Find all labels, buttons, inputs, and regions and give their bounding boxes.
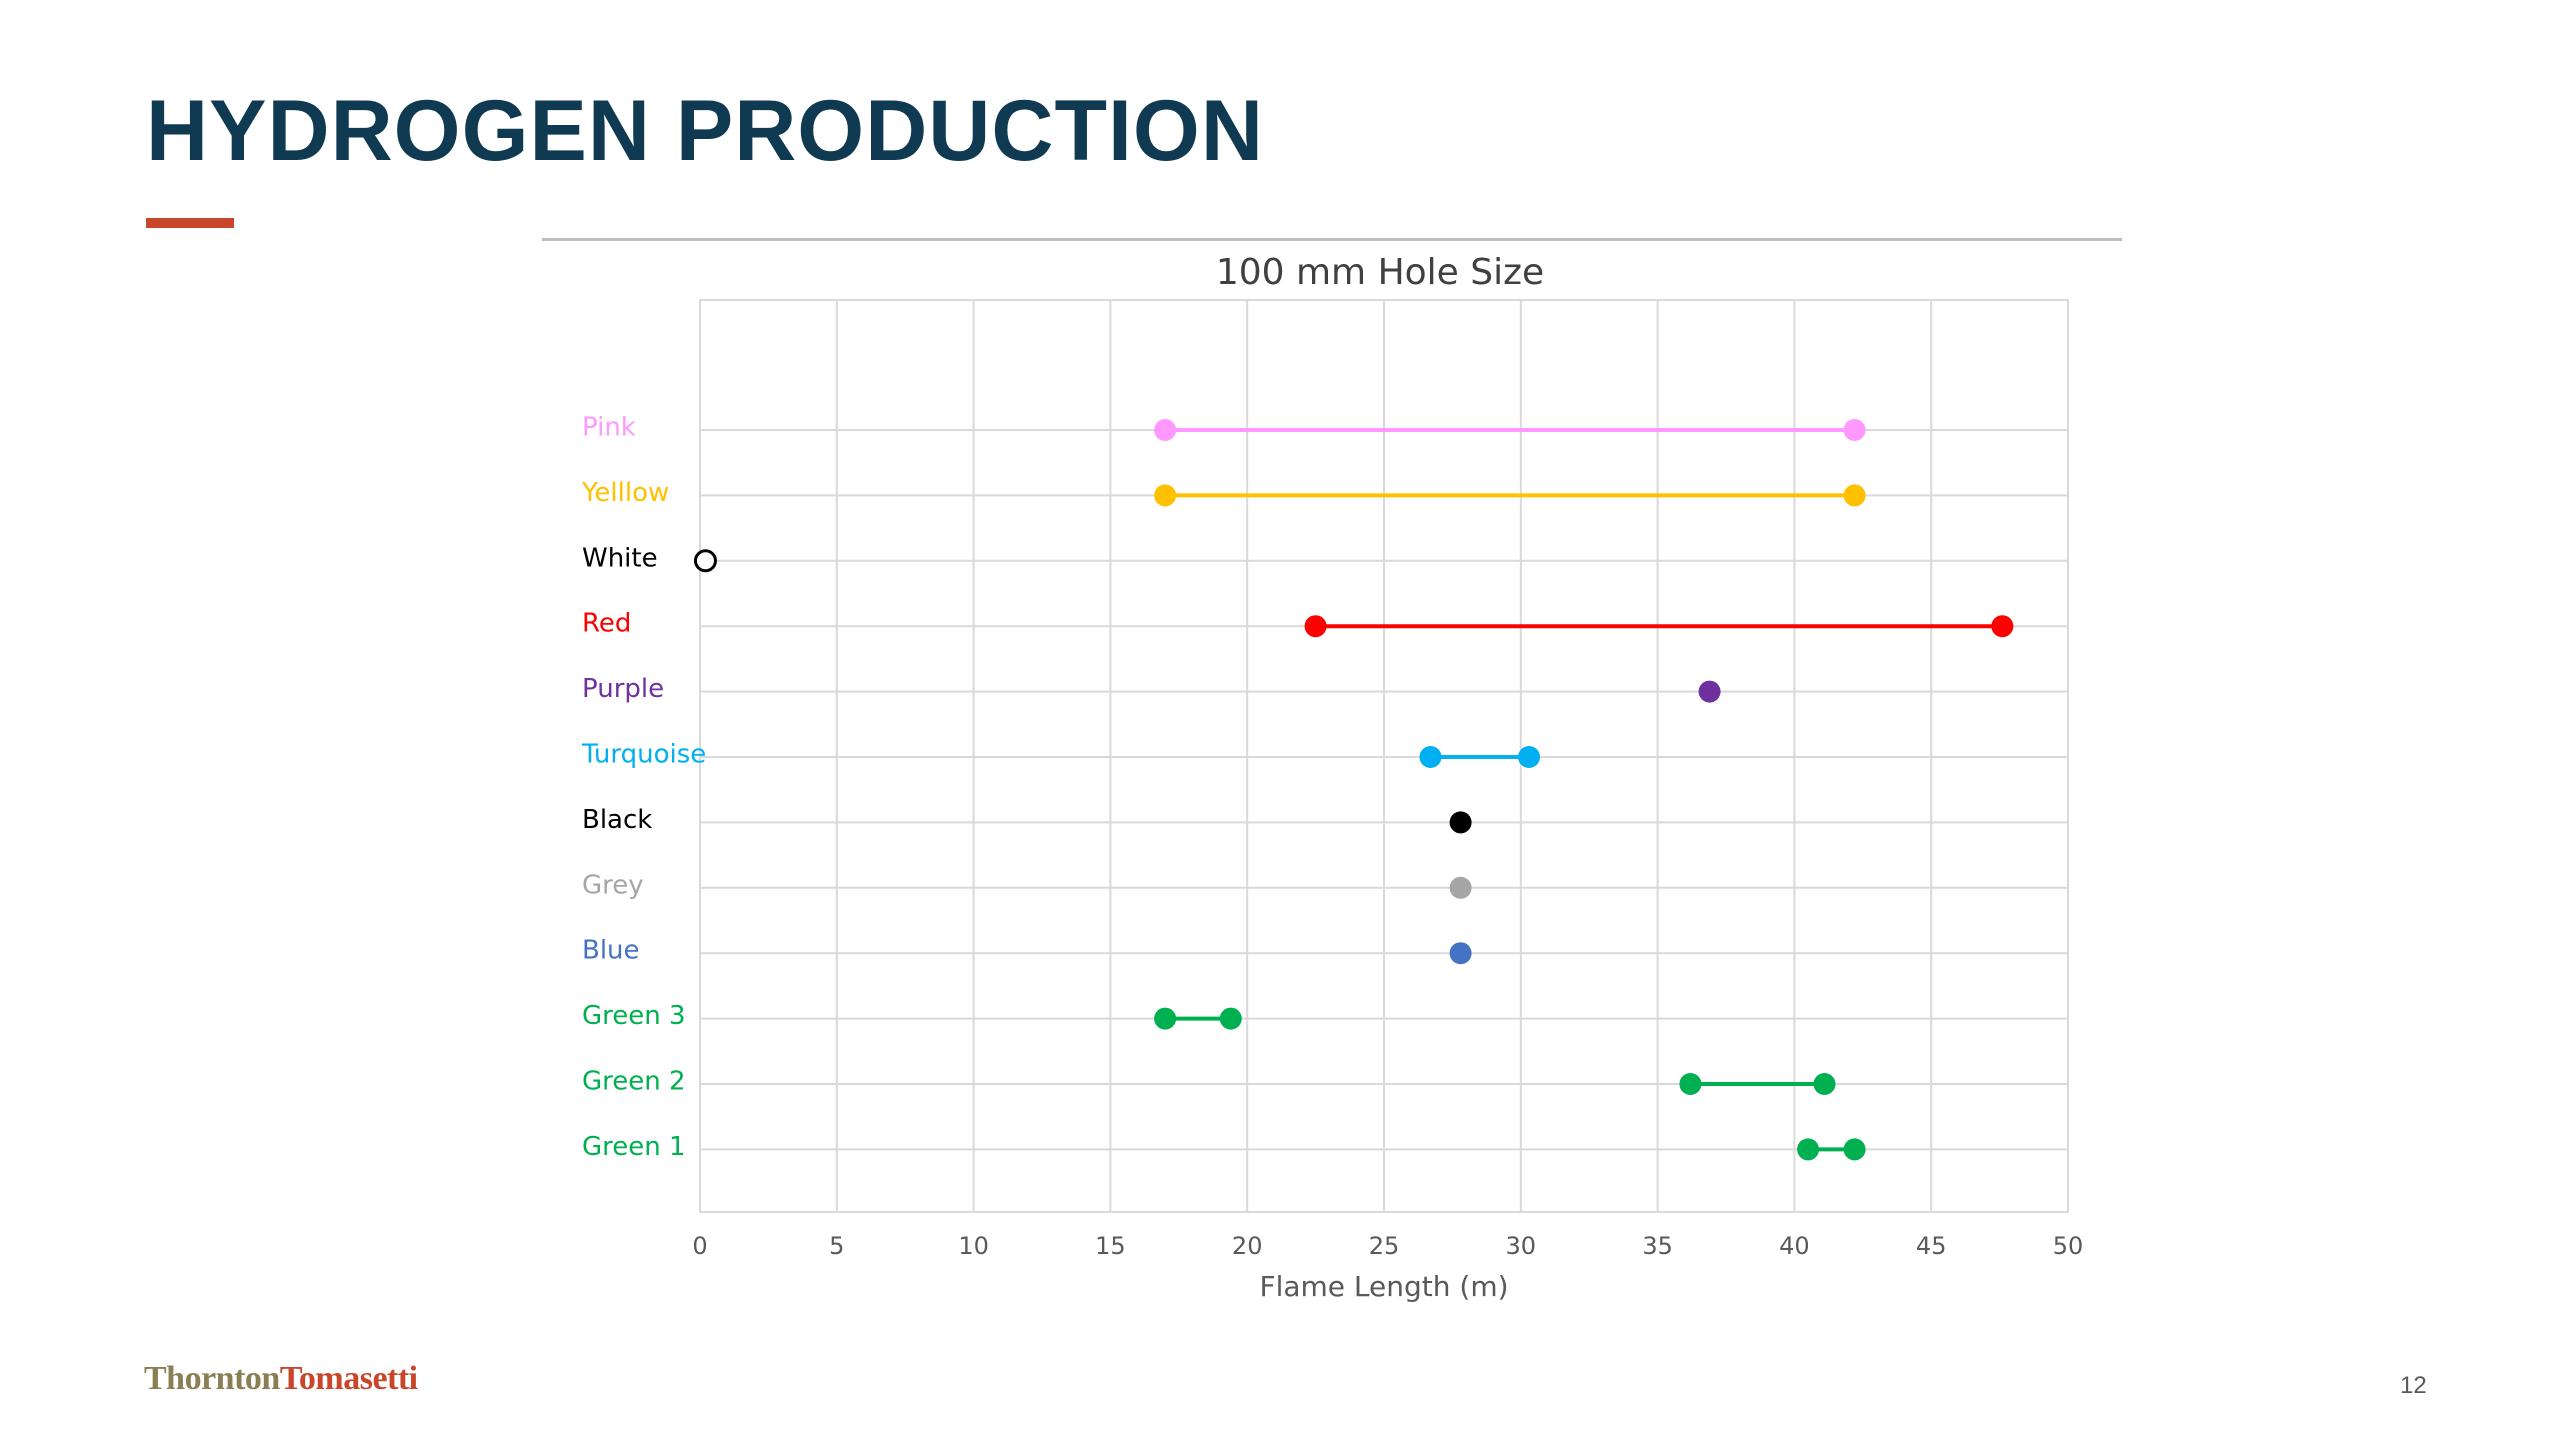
data-point-max bbox=[1991, 615, 2014, 638]
data-point-min bbox=[1304, 615, 1327, 638]
category-label: Green 1 bbox=[582, 1132, 686, 1162]
x-tick-label: 35 bbox=[1642, 1232, 1673, 1260]
x-axis-label: Flame Length (m) bbox=[1259, 1270, 1508, 1303]
data-point-min bbox=[1679, 1073, 1702, 1095]
x-tick-label: 45 bbox=[1916, 1232, 1947, 1260]
data-point-max bbox=[1219, 1007, 1242, 1030]
data-point-max bbox=[1843, 484, 1866, 507]
x-tick-label: 0 bbox=[692, 1232, 707, 1260]
title-accent-bar bbox=[146, 218, 234, 228]
category-label: Pink bbox=[582, 413, 636, 443]
data-point-min bbox=[1154, 1007, 1177, 1030]
logo-part-thornton: Thornton bbox=[144, 1360, 280, 1397]
data-point-min bbox=[1449, 942, 1472, 965]
data-point-max bbox=[1843, 1138, 1866, 1161]
chart-title: 100 mm Hole Size bbox=[1216, 252, 1544, 293]
category-label: Black bbox=[582, 805, 652, 835]
page-number: 12 bbox=[2400, 1372, 2427, 1399]
data-point-min bbox=[1154, 484, 1177, 507]
x-tick-label: 20 bbox=[1232, 1232, 1263, 1260]
data-point-min bbox=[693, 549, 717, 573]
x-tick-label: 5 bbox=[829, 1232, 844, 1260]
data-point-max bbox=[1813, 1073, 1836, 1095]
x-tick-label: 40 bbox=[1779, 1232, 1810, 1260]
slide-title: HYDROGEN PRODUCTION bbox=[146, 83, 1264, 179]
data-point-min bbox=[1698, 680, 1721, 703]
chart-top-rule bbox=[542, 238, 2122, 241]
category-label: Blue bbox=[582, 936, 640, 966]
category-label: Grey bbox=[582, 870, 644, 900]
company-logo: ThorntonTomasetti bbox=[144, 1360, 418, 1398]
category-label: White bbox=[582, 543, 658, 573]
data-point-min bbox=[1449, 811, 1472, 834]
category-label: Green 2 bbox=[582, 1067, 686, 1097]
category-label: Green 3 bbox=[582, 1001, 686, 1031]
category-label: Red bbox=[582, 609, 631, 639]
data-point-min bbox=[1154, 419, 1177, 441]
category-label: Yelllow bbox=[581, 478, 669, 508]
x-tick-label: 10 bbox=[958, 1232, 989, 1260]
data-point-max bbox=[1843, 419, 1866, 441]
data-point-min bbox=[1797, 1138, 1820, 1161]
x-tick-label: 30 bbox=[1506, 1232, 1537, 1260]
category-label: Turquoise bbox=[581, 740, 706, 770]
x-tick-label: 15 bbox=[1095, 1232, 1126, 1260]
data-point-min bbox=[1449, 876, 1472, 899]
x-tick-label: 25 bbox=[1369, 1232, 1400, 1260]
data-point-min bbox=[1419, 746, 1442, 768]
logo-part-tomasetti: Tomasetti bbox=[279, 1360, 418, 1397]
data-point-max bbox=[1518, 746, 1541, 768]
category-label: Purple bbox=[582, 674, 664, 704]
x-tick-label: 50 bbox=[2053, 1232, 2084, 1260]
